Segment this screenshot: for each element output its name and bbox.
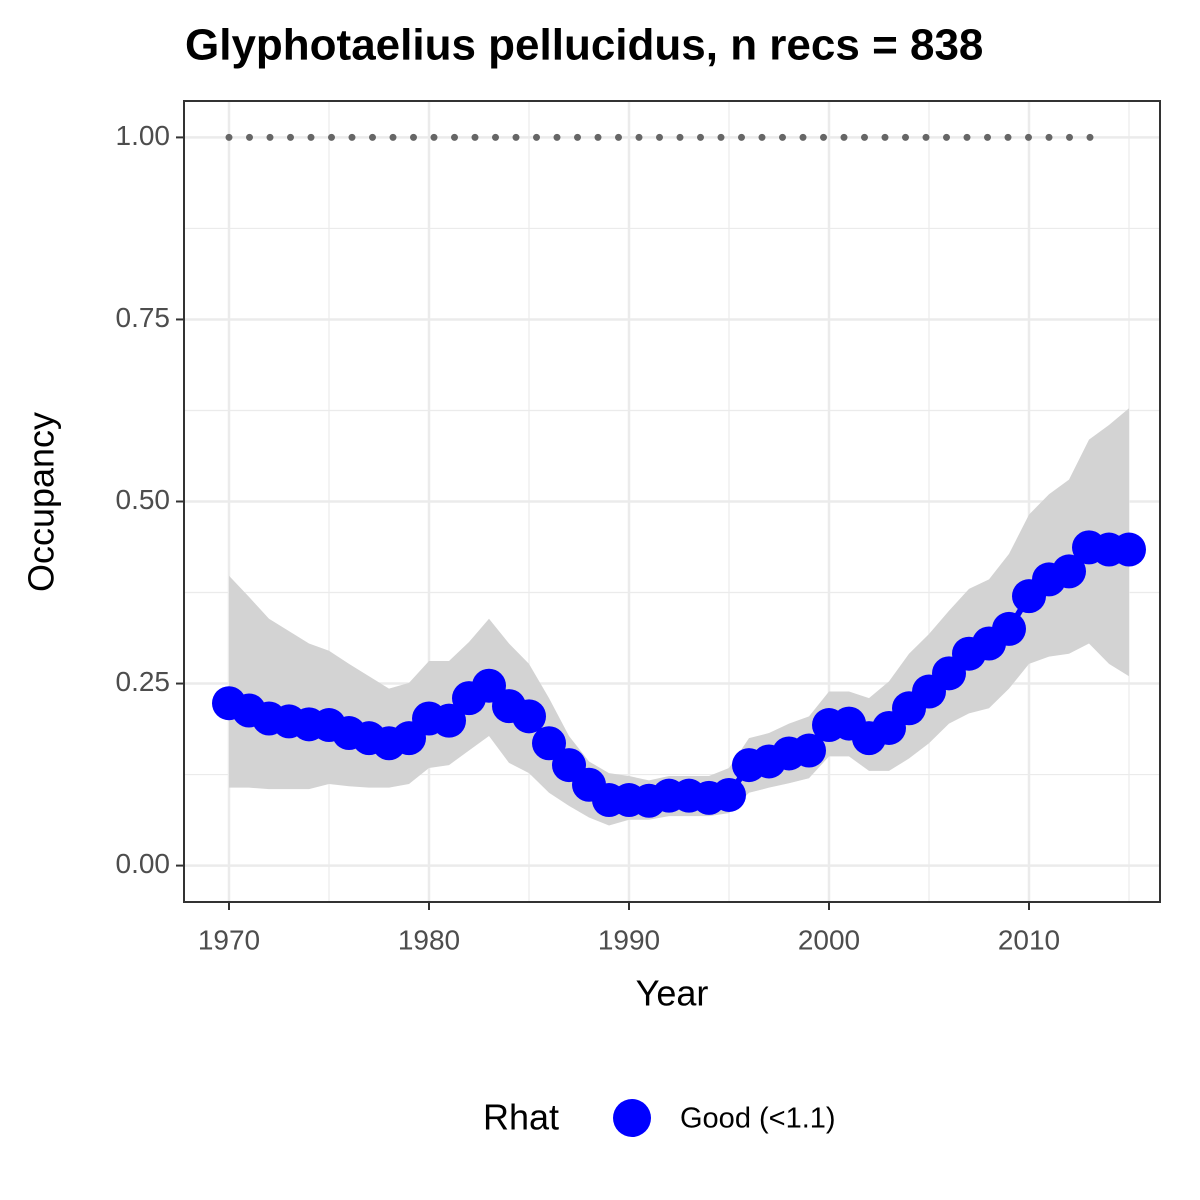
point [992, 611, 1026, 646]
x-tick-label: 2000 [798, 924, 860, 955]
y-tick-label: 1.00 [116, 120, 171, 151]
point [532, 726, 566, 761]
y-axis-label: Occupancy [21, 412, 62, 592]
point [712, 777, 746, 812]
legend-marker [613, 1099, 651, 1137]
point [1112, 532, 1146, 567]
point [512, 699, 546, 734]
x-tick-label: 2010 [998, 924, 1060, 955]
x-tick-label: 1990 [598, 924, 660, 955]
y-tick-label: 0.50 [116, 484, 171, 515]
chart-title: Glyphotaelius pellucidus, n recs = 838 [185, 21, 983, 70]
point [792, 733, 826, 768]
y-tick-label: 0.75 [116, 302, 171, 333]
point [432, 703, 466, 738]
plot-border [183, 100, 1161, 903]
y-tick-label: 0.00 [116, 848, 171, 879]
confidence-ribbon [229, 408, 1129, 826]
point [1052, 554, 1086, 589]
x-tick-label: 1980 [398, 924, 460, 955]
legend-label: Good (<1.1) [680, 1103, 836, 1135]
legend-title: Rhat [483, 1097, 559, 1138]
x-axis-label: Year [636, 973, 709, 1014]
y-tick-label: 0.25 [116, 666, 171, 697]
x-tick-label: 1970 [198, 924, 260, 955]
